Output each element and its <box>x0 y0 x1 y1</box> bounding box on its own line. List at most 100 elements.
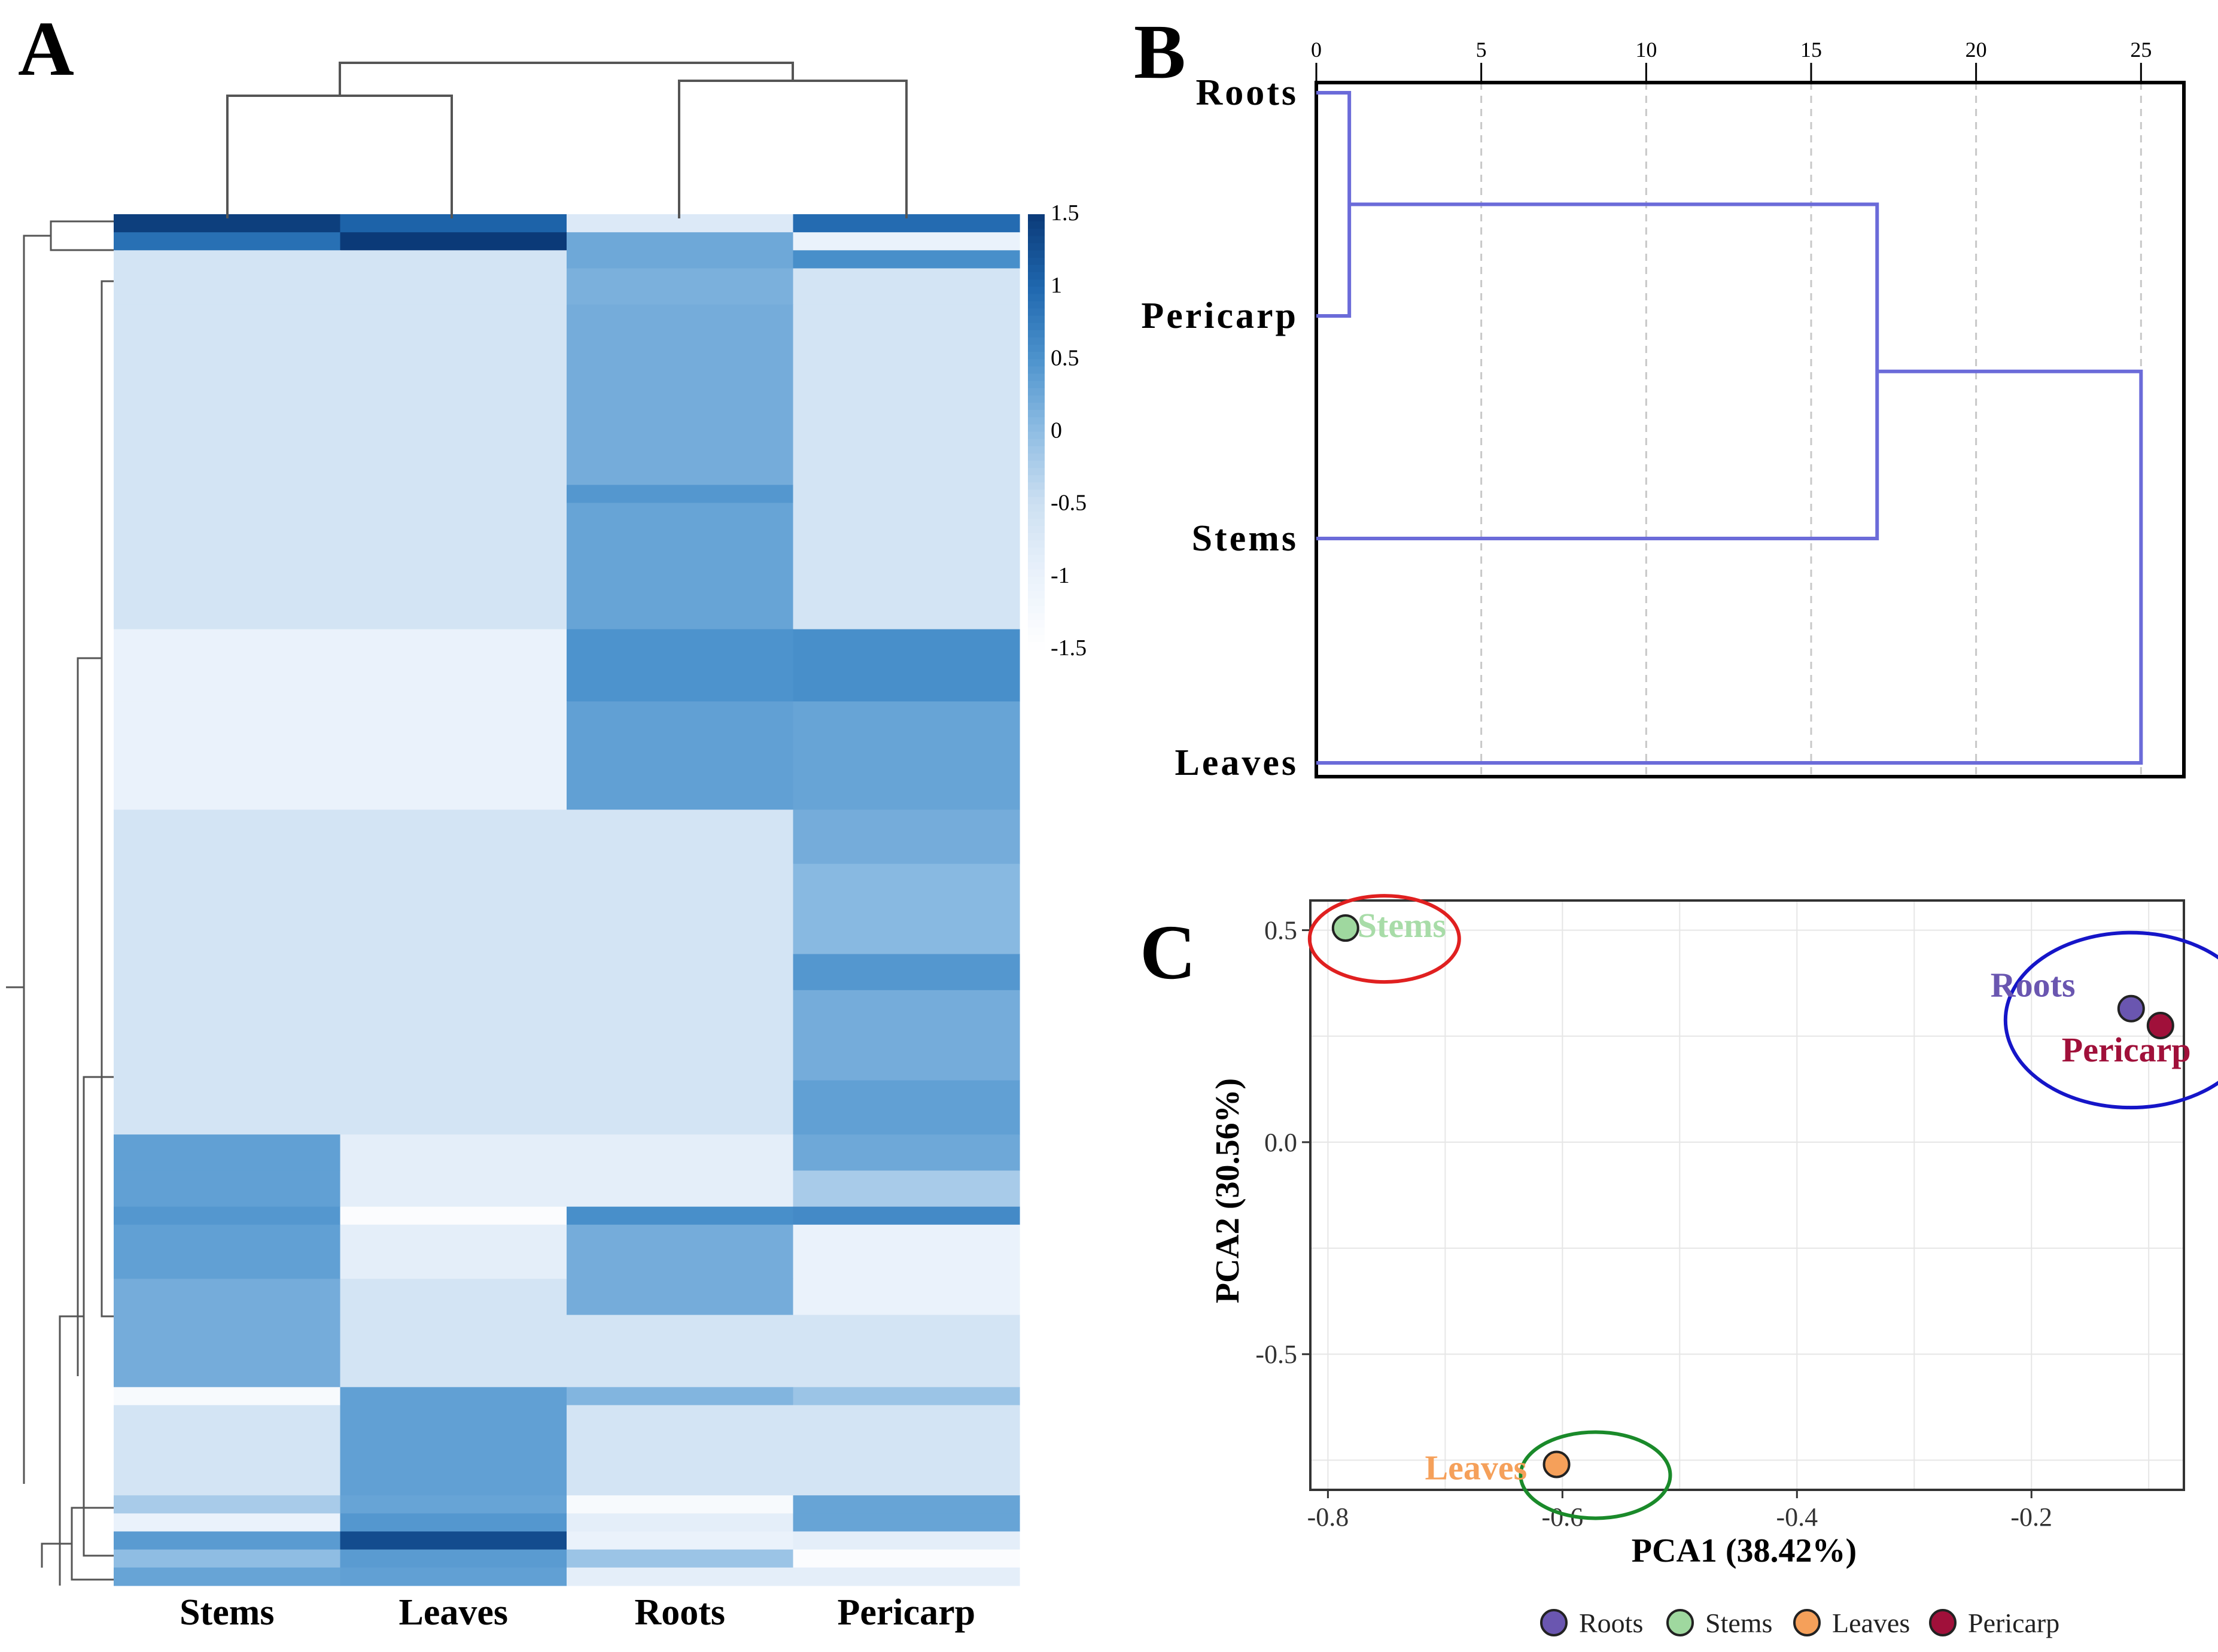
colorbar-segment <box>1028 482 1045 490</box>
heatmap-column-label: Stems <box>179 1592 274 1633</box>
colorbar-segment <box>1028 555 1045 563</box>
colorbar-segment <box>1028 323 1045 331</box>
heatmap-cell <box>340 485 567 504</box>
heatmap-cells <box>114 214 1020 1586</box>
heatmap-cell <box>340 1531 567 1550</box>
heatmap-cell <box>340 1080 567 1135</box>
scatter-point-label: Leaves <box>1425 1449 1528 1487</box>
dendrogram-x-tick-label: 5 <box>1476 38 1487 62</box>
colorbar-segment <box>1028 272 1045 280</box>
heatmap-cell <box>793 1206 1020 1225</box>
heatmap-cell <box>340 629 567 702</box>
heatmap-cell <box>340 810 567 865</box>
heatmap-cell <box>793 503 1020 630</box>
colorbar-segment <box>1028 641 1045 650</box>
heatmap-cell <box>114 268 341 305</box>
heatmap-cell <box>340 1405 567 1496</box>
heatmap-cell <box>114 1170 341 1207</box>
legend-label: Pericarp <box>1968 1608 2059 1638</box>
colorbar-segment <box>1028 279 1045 287</box>
heatmap-cell <box>793 1513 1020 1532</box>
colorbar-segment <box>1028 221 1045 229</box>
colorbar-segment <box>1028 547 1045 556</box>
heatmap-cell <box>114 629 341 702</box>
heatmap-cell <box>340 304 567 485</box>
heatmap-cell <box>567 810 794 865</box>
colorbar-segment <box>1028 439 1045 447</box>
colorbar-segment <box>1028 403 1045 410</box>
scatter-point-label: Pericarp <box>2062 1030 2191 1069</box>
legend-swatch <box>1929 1609 1957 1636</box>
colorbar-segment <box>1028 446 1045 454</box>
colorbar-segment <box>1028 417 1045 425</box>
heatmap-cell <box>114 1549 341 1568</box>
scatter-point <box>2146 1012 2174 1040</box>
dendrogram-leaf-label: Stems <box>1192 518 1298 559</box>
heatmap-cell <box>340 1206 567 1225</box>
colorbar-segment <box>1028 569 1045 577</box>
heatmap-cell <box>793 1224 1020 1279</box>
heatmap-cell <box>340 1315 567 1388</box>
heatmap-cell <box>567 250 794 269</box>
colorbar-segment <box>1028 627 1045 635</box>
heatmap-cell <box>114 810 341 865</box>
heatmap-cell <box>567 1387 794 1406</box>
colorbar-segment <box>1028 243 1045 251</box>
heatmap-cell <box>793 810 1020 865</box>
scatter-point-label: Roots <box>1991 966 2076 1005</box>
heatmap-cell <box>567 268 794 305</box>
scatter-x-tick-label: -0.2 <box>2010 1502 2052 1532</box>
colorbar-segment <box>1028 388 1045 396</box>
scatter-group-ellipse <box>1307 894 1461 984</box>
heatmap-cell <box>567 629 794 702</box>
heatmap-cell <box>793 990 1020 1081</box>
heatmap-cell <box>340 1134 567 1171</box>
heatmap-cell <box>793 1387 1020 1406</box>
dendrogram-leaf-label: Pericarp <box>1141 296 1298 336</box>
colorbar-tick-label: 1.5 <box>1051 200 1079 226</box>
colorbar-segment <box>1028 395 1045 403</box>
dendrogram-leaf-labels: Roots Pericarp Stems Leaves <box>1141 72 1298 783</box>
heatmap-cell <box>793 304 1020 485</box>
heatmap-cell <box>567 485 794 504</box>
colorbar-segment <box>1028 287 1045 294</box>
scatter-y-tick-label: 0.0 <box>1264 1128 1297 1157</box>
heatmap-cell <box>567 503 794 630</box>
colorbar <box>1028 214 1045 650</box>
heatmap-cell <box>340 232 567 251</box>
heatmap-cell <box>793 629 1020 702</box>
colorbar-segment <box>1028 301 1045 309</box>
colorbar-segment <box>1028 453 1045 461</box>
heatmap-cell <box>793 1315 1020 1388</box>
heatmap-cell <box>114 232 341 251</box>
colorbar-segment <box>1028 308 1045 317</box>
dendrogram-link <box>1316 202 1879 540</box>
colorbar-segment <box>1028 489 1045 498</box>
scatter-gridlines <box>1310 900 2184 1490</box>
legend-swatch <box>1540 1609 1568 1636</box>
scatter-y-axis-label: PCA2 (30.56%) <box>1209 1078 1246 1303</box>
scatter-group-ellipses <box>1307 894 2218 1520</box>
colorbar-segment <box>1028 236 1045 244</box>
legend-label: Leaves <box>1832 1608 1910 1638</box>
colorbar-tick-labels: 1.5 1 0.5 0 -0.5 -1 -1.5 <box>1051 200 1087 661</box>
heatmap-cell <box>114 1315 341 1388</box>
heatmap-cell <box>340 701 567 810</box>
panel-b-letter: B <box>1134 9 1186 95</box>
colorbar-segment <box>1028 468 1045 476</box>
heatmap-column-label: Roots <box>635 1592 726 1633</box>
scatter-y-tick-label: 0.5 <box>1264 916 1297 945</box>
heatmap-cell <box>340 1279 567 1316</box>
scatter-legend: Roots Stems Leaves Pericarp <box>1540 1608 2059 1638</box>
heatmap-cell <box>114 701 341 810</box>
dendrogram-x-tick-label: 15 <box>1800 38 1822 62</box>
colorbar-segment <box>1028 294 1045 302</box>
heatmap-cell <box>114 1513 341 1532</box>
heatmap-cell <box>340 1513 567 1532</box>
colorbar-segment <box>1028 330 1045 338</box>
heatmap-column-label: Pericarp <box>837 1592 975 1633</box>
heatmap-cell <box>340 1567 567 1586</box>
heatmap-cell <box>114 250 341 269</box>
colorbar-segment <box>1028 359 1045 367</box>
dendrogram-gridlines <box>1480 83 2142 777</box>
